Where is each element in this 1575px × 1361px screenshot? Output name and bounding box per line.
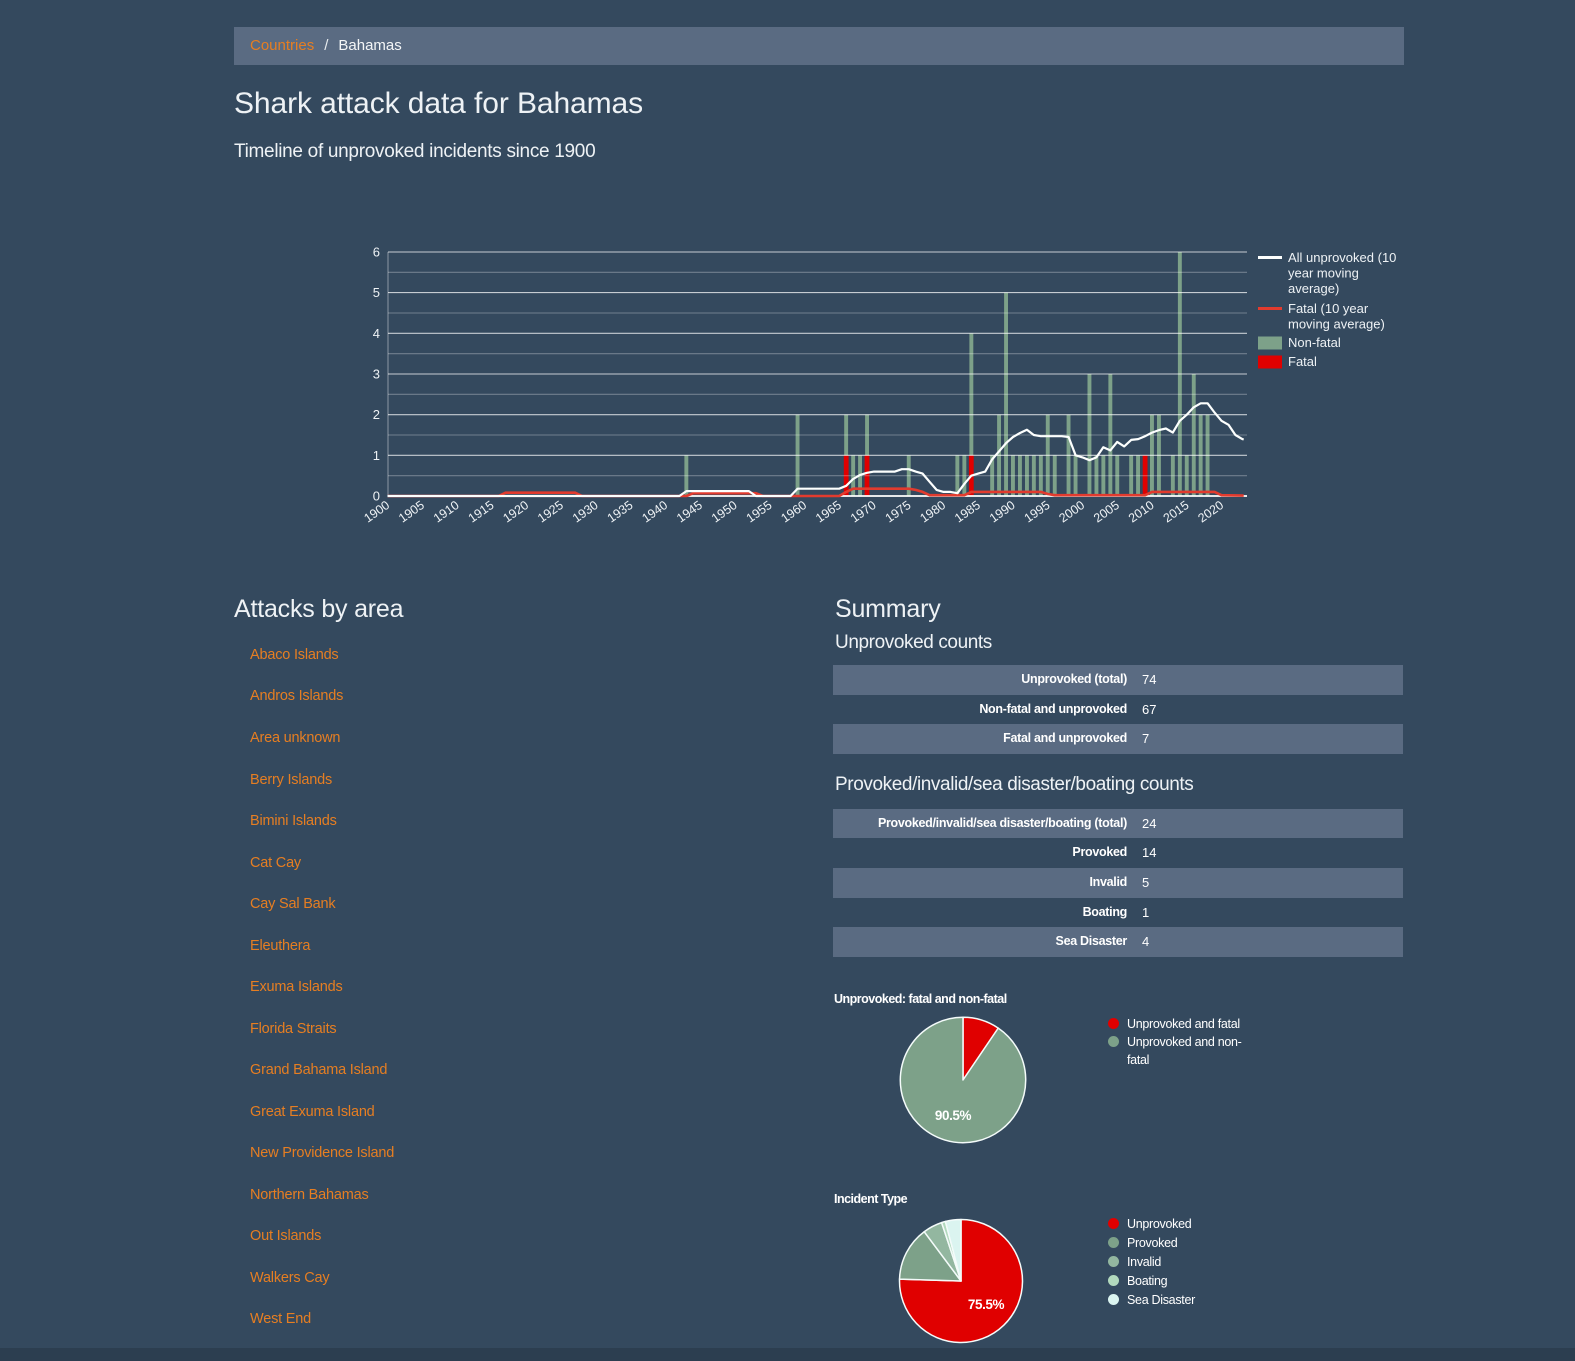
svg-text:moving average): moving average) — [1288, 317, 1385, 332]
svg-text:0: 0 — [373, 489, 380, 504]
svg-text:Non-fatal: Non-fatal — [1288, 335, 1341, 350]
svg-text:1995: 1995 — [1022, 498, 1053, 525]
svg-text:1940: 1940 — [639, 498, 670, 525]
svg-text:Fatal: Fatal — [1288, 354, 1317, 369]
svg-text:1955: 1955 — [744, 498, 775, 525]
svg-text:1980: 1980 — [917, 498, 948, 525]
svg-text:1920: 1920 — [500, 498, 531, 525]
svg-text:2010: 2010 — [1126, 498, 1157, 525]
svg-text:1915: 1915 — [466, 498, 497, 525]
svg-text:1905: 1905 — [396, 498, 427, 525]
svg-text:2005: 2005 — [1091, 498, 1122, 525]
svg-text:2015: 2015 — [1161, 498, 1192, 525]
svg-text:1925: 1925 — [535, 498, 566, 525]
svg-text:1950: 1950 — [709, 498, 740, 525]
svg-text:3: 3 — [373, 367, 380, 382]
svg-text:2020: 2020 — [1195, 498, 1226, 525]
svg-text:1990: 1990 — [987, 498, 1018, 525]
svg-text:2000: 2000 — [1056, 498, 1087, 525]
svg-text:year moving: year moving — [1288, 266, 1359, 281]
svg-text:1945: 1945 — [674, 498, 705, 525]
svg-text:1910: 1910 — [431, 498, 462, 525]
svg-text:1960: 1960 — [778, 498, 809, 525]
svg-text:average): average) — [1288, 281, 1339, 296]
svg-text:1975: 1975 — [883, 498, 914, 525]
svg-text:1900: 1900 — [361, 498, 392, 525]
svg-text:4: 4 — [373, 326, 380, 341]
svg-text:2: 2 — [373, 407, 380, 422]
svg-text:90.5%: 90.5% — [935, 1108, 972, 1123]
svg-text:6: 6 — [373, 245, 380, 260]
svg-text:1970: 1970 — [848, 498, 879, 525]
svg-text:1985: 1985 — [952, 498, 983, 525]
svg-text:1935: 1935 — [605, 498, 636, 525]
svg-text:5: 5 — [373, 285, 380, 300]
svg-text:Fatal (10 year: Fatal (10 year — [1288, 301, 1369, 316]
svg-text:1930: 1930 — [570, 498, 601, 525]
svg-text:75.5%: 75.5% — [968, 1297, 1005, 1312]
svg-text:All unprovoked (10: All unprovoked (10 — [1288, 250, 1396, 265]
svg-text:1: 1 — [373, 448, 380, 463]
svg-text:1965: 1965 — [813, 498, 844, 525]
